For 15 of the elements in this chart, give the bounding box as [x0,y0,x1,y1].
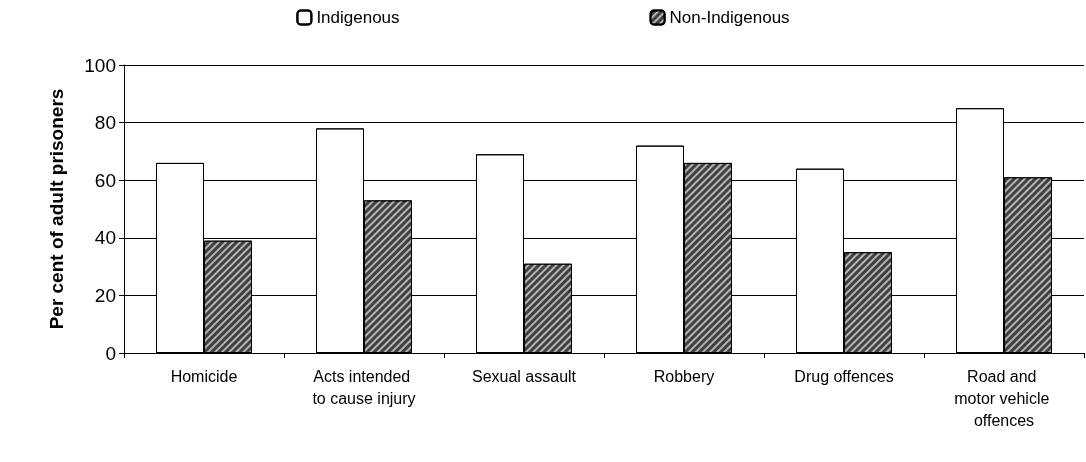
x-tick-label: Acts intended to cause injury [312,367,416,407]
y-tick-label: 0 [105,342,116,364]
y-tick-label: 20 [94,284,116,306]
legend-label: Indigenous [316,8,400,27]
x-tick-label: Homicide [170,367,238,385]
x-tick-label: Robbery [653,367,715,385]
legend-label: Non-Indigenous [669,8,790,27]
y-tick-label: 40 [94,227,116,249]
x-tick-label: Sexual assault [471,367,577,385]
y-tick-label: 60 [94,169,116,191]
y-tick-label: 80 [94,112,116,134]
x-tick-label: Road and motor vehicle offences [954,367,1054,429]
y-tick-label: 100 [84,54,116,76]
x-tick-label: Drug offences [794,367,894,385]
y-axis-title: Per cent of adult prisoners [46,88,67,330]
